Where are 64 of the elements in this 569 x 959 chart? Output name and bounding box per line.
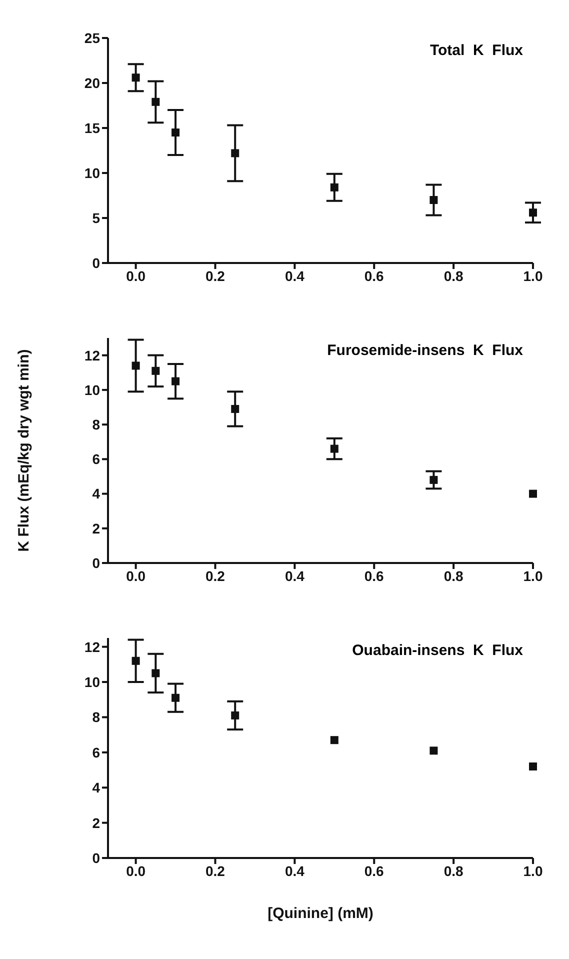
- chart-title: Furosemide-insens K Flux: [327, 342, 523, 359]
- chart-title: Total K Flux: [430, 42, 523, 59]
- y-tick-label: 5: [92, 210, 100, 226]
- point: [132, 362, 140, 370]
- point: [430, 476, 438, 484]
- point: [430, 196, 438, 204]
- y-tick-label: 2: [92, 814, 100, 831]
- point: [231, 711, 240, 720]
- y-tick-label: 12: [84, 347, 100, 364]
- x-tick-label: 0.8: [444, 568, 464, 584]
- y-tick-label: 10: [84, 382, 100, 398]
- x-tick-label: 0.0: [126, 862, 146, 879]
- x-tick-label: 0.2: [206, 268, 226, 284]
- y-tick-label: 0: [92, 850, 100, 866]
- point: [152, 98, 160, 106]
- x-tick-label: 0.0: [126, 568, 146, 584]
- y-tick-label: 25: [84, 30, 100, 46]
- x-tick-label: 1.0: [523, 568, 543, 584]
- point: [529, 762, 537, 770]
- point: [231, 404, 240, 413]
- y-tick-label: 10: [84, 674, 100, 690]
- x-tick-label: 0.0: [126, 268, 146, 284]
- x-axis-title: [Quinine] (mM): [268, 905, 374, 922]
- point: [172, 694, 180, 702]
- x-tick-label: 1.0: [523, 268, 543, 284]
- y-axis-title: K Flux (mEq/kg dry wgt min): [15, 349, 32, 552]
- x-tick-label: 0.6: [364, 568, 384, 584]
- point: [172, 377, 180, 386]
- point: [132, 656, 140, 665]
- point: [152, 669, 160, 678]
- y-tick-label: 6: [92, 744, 100, 760]
- x-tick-label: 0.2: [206, 862, 226, 879]
- y-tick-label: 4: [92, 780, 100, 796]
- x-tick-label: 0.4: [284, 568, 305, 584]
- y-tick-label: 6: [92, 451, 100, 468]
- x-tick-label: 0.6: [364, 862, 384, 879]
- point: [330, 736, 338, 744]
- x-tick-label: 0.6: [364, 268, 384, 284]
- y-tick-label: 0: [92, 254, 100, 271]
- y-tick-label: 4: [92, 486, 100, 502]
- point: [172, 128, 180, 136]
- point: [231, 149, 240, 158]
- point: [330, 444, 338, 453]
- y-tick-label: 8: [92, 416, 100, 433]
- y-tick-label: 10: [84, 164, 100, 181]
- point: [529, 208, 537, 217]
- point: [430, 746, 438, 755]
- y-tick-label: 12: [84, 638, 100, 655]
- y-tick-label: 15: [84, 120, 100, 136]
- x-tick-label: 0.8: [444, 268, 464, 284]
- x-tick-label: 0.2: [206, 568, 226, 584]
- x-tick-label: 0.4: [284, 862, 305, 879]
- point: [132, 74, 140, 82]
- x-tick-label: 1.0: [523, 862, 543, 879]
- y-tick-label: 0: [92, 554, 100, 571]
- y-tick-label: 2: [92, 520, 100, 536]
- x-tick-label: 0.4: [284, 268, 305, 284]
- point: [529, 490, 537, 498]
- chart-title: Ouabain-insens K Flux: [352, 642, 523, 659]
- point: [330, 183, 338, 192]
- x-tick-label: 0.8: [444, 862, 464, 879]
- y-tick-label: 20: [84, 74, 100, 91]
- y-tick-label: 8: [92, 709, 100, 726]
- point: [152, 366, 160, 375]
